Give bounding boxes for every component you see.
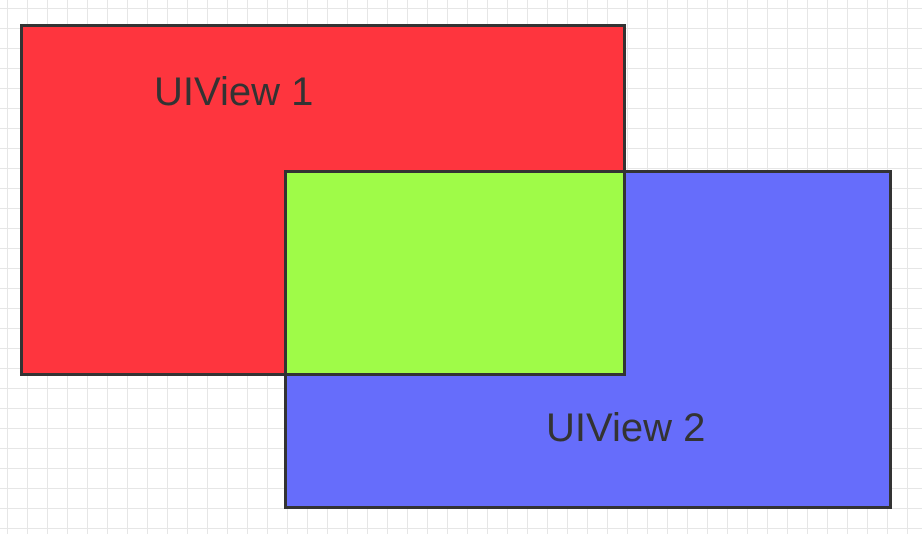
uiview-1-label: UIView 1 [154, 70, 314, 114]
overlap-rect [284, 170, 626, 376]
uiview-2-label: UIView 2 [546, 406, 706, 450]
